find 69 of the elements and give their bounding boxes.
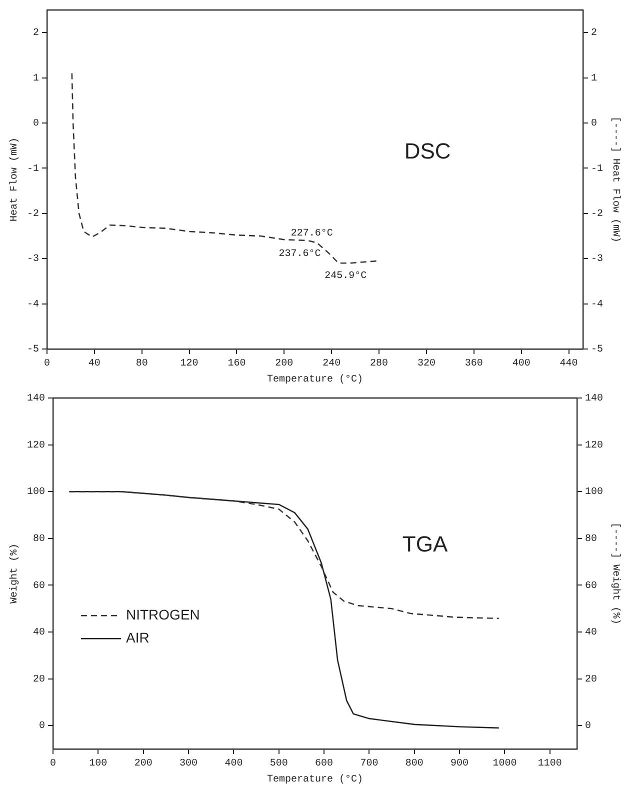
y2-tick-label: 80 <box>584 534 598 546</box>
y-tick-label: -2 <box>26 209 39 220</box>
y2-tick-label: 20 <box>584 674 598 686</box>
y-tick-label: 80 <box>32 534 46 546</box>
y2-tick-label: 120 <box>584 440 604 452</box>
y2-axis-title: [----] Weight (%) <box>609 522 622 625</box>
annotation: 245.9°C <box>324 270 367 282</box>
x-tick-label: 240 <box>322 358 341 370</box>
x-tick-label: 600 <box>315 758 334 770</box>
y-tick-label: -3 <box>26 254 39 266</box>
annotation: DSC <box>404 138 451 164</box>
y2-tick-label: 2 <box>591 28 598 40</box>
x-tick-label: 1000 <box>492 758 517 770</box>
y-tick-label: 0 <box>32 118 39 130</box>
annotation: TGA <box>402 531 448 556</box>
legend-label: AIR <box>126 629 150 646</box>
y-tick-label: 120 <box>26 440 46 452</box>
y2-tick-label: 100 <box>584 487 604 498</box>
annotation: 237.6°C <box>278 248 321 260</box>
y-tick-label: 140 <box>26 394 46 405</box>
x-tick-label: 0 <box>50 758 56 770</box>
y-tick-label: 60 <box>32 580 46 592</box>
x-tick-label: 300 <box>180 758 198 770</box>
y2-tick-label: 60 <box>584 580 598 592</box>
x-tick-label: 100 <box>89 758 108 770</box>
y2-axis-title: [----] Heat Flow (mW) <box>609 116 622 243</box>
x-tick-label: 400 <box>512 358 530 370</box>
y2-tick-label: -3 <box>591 254 604 266</box>
y-tick-label: -4 <box>26 299 39 310</box>
y-tick-label: 2 <box>32 28 39 40</box>
y-tick-label: 1 <box>32 73 39 84</box>
y-tick-label: 40 <box>32 628 46 639</box>
x-tick-label: 700 <box>360 758 378 770</box>
x-tick-label: 900 <box>450 758 469 770</box>
x-tick-label: 400 <box>224 758 243 770</box>
y-tick-label: 0 <box>38 721 46 732</box>
y-tick-label: 100 <box>26 487 46 498</box>
y2-tick-label: 0 <box>584 721 592 732</box>
x-tick-label: 280 <box>370 358 388 370</box>
x-axis-title: Temperature (°C) <box>266 774 364 786</box>
y2-tick-label: -4 <box>591 299 604 310</box>
line-series <box>68 490 500 620</box>
x-tick-label: 800 <box>405 758 424 770</box>
y-axis-title: Heat Flow (mW) <box>8 137 21 222</box>
legend-label: NITROGEN <box>126 606 200 622</box>
x-tick-label: 500 <box>270 758 288 770</box>
y-tick-label: -1 <box>26 164 39 175</box>
x-tick-label: 120 <box>180 358 198 370</box>
x-tick-label: 160 <box>228 358 246 370</box>
x-tick-label: 360 <box>464 358 483 370</box>
x-tick-label: 440 <box>560 358 578 370</box>
y-tick-label: -5 <box>26 344 39 356</box>
y2-tick-label: 40 <box>584 628 598 639</box>
y-tick-label: 20 <box>32 674 46 686</box>
y2-tick-label: 0 <box>591 118 598 130</box>
y2-tick-label: 140 <box>584 394 604 405</box>
x-tick-label: 80 <box>136 358 148 370</box>
annotation: 227.6°C <box>290 228 333 240</box>
x-tick-label: 40 <box>88 358 100 370</box>
y2-tick-label: 1 <box>591 73 598 84</box>
y-axis-title: Weight (%) <box>8 543 21 604</box>
x-tick-label: 200 <box>275 358 294 370</box>
y2-tick-label: -5 <box>591 344 604 356</box>
y2-tick-label: -2 <box>591 209 604 220</box>
x-tick-label: 200 <box>134 758 152 770</box>
x-tick-label: 1100 <box>538 758 562 770</box>
x-axis-title: Temperature (°C) <box>266 374 364 386</box>
x-tick-label: 320 <box>417 358 436 370</box>
y2-tick-label: -1 <box>591 164 604 175</box>
